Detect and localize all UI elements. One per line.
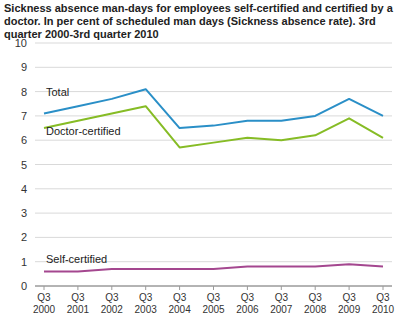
plot-area	[44, 89, 383, 271]
x-tick-label-part: Q3	[71, 292, 85, 303]
x-tick-label: Q32002	[101, 292, 124, 315]
x-tick-label-part: Q3	[139, 292, 153, 303]
y-tick-label: 9	[21, 61, 27, 73]
x-tick-label-part: 2009	[338, 304, 361, 315]
y-tick-label: 6	[21, 134, 27, 146]
x-tick	[44, 286, 45, 290]
x-tick-label: Q32000	[33, 292, 56, 315]
grid-line	[35, 164, 392, 165]
x-tick	[111, 286, 112, 290]
grid-line	[35, 188, 392, 189]
x-tick	[383, 286, 384, 290]
grid-line	[35, 43, 392, 44]
grid-line	[35, 140, 392, 141]
chart-svg: 012345678910Q32000Q32001Q32002Q32003Q320…	[0, 0, 399, 323]
x-tick	[77, 286, 78, 290]
x-tick-label: Q32003	[135, 292, 158, 315]
y-tick-label: 3	[21, 207, 27, 219]
x-tick-label: Q32010	[372, 292, 395, 315]
x-tick-label-part: Q3	[207, 292, 221, 303]
x-tick	[145, 286, 146, 290]
series-line	[44, 106, 383, 147]
grid-line	[35, 213, 392, 214]
grid-line	[35, 91, 392, 92]
grid-line	[35, 115, 392, 116]
x-tick-label: Q32007	[270, 292, 293, 315]
x-tick-label-part: 2006	[236, 304, 259, 315]
x-tick	[281, 286, 282, 290]
x-tick	[315, 286, 316, 290]
x-tick-label: Q32004	[168, 292, 191, 315]
x-tick-label-part: Q3	[309, 292, 323, 303]
y-tick-label: 2	[21, 231, 27, 243]
x-tick-label: Q32008	[304, 292, 327, 315]
x-tick	[247, 286, 248, 290]
x-tick-label: Q32001	[67, 292, 90, 315]
x-tick-label-part: Q3	[37, 292, 51, 303]
x-tick-label-part: 2000	[33, 304, 56, 315]
y-tick-label: 4	[21, 183, 27, 195]
x-tick-label-part: Q3	[275, 292, 289, 303]
series-label: Total	[46, 86, 69, 98]
series-label: Doctor-certified	[46, 125, 121, 137]
y-tick-label: 0	[21, 280, 27, 292]
x-tick-label-part: Q3	[376, 292, 390, 303]
x-tick-label-part: 2002	[101, 304, 124, 315]
x-tick-label: Q32009	[338, 292, 361, 315]
x-tick-label-part: 2004	[168, 304, 191, 315]
y-tick-label: 1	[21, 256, 27, 268]
y-tick-label: 5	[21, 159, 27, 171]
x-tick	[179, 286, 180, 290]
x-tick-label: Q32005	[202, 292, 225, 315]
y-tick-label: 7	[21, 110, 27, 122]
grid-line	[35, 67, 392, 68]
x-tick-label-part: Q3	[342, 292, 356, 303]
chart-root: Sickness absence man-days for employees …	[0, 0, 399, 323]
series-line	[44, 89, 383, 128]
y-tick-label: 10	[15, 37, 27, 49]
x-tick-label-part: 2003	[135, 304, 158, 315]
x-tick-label-part: 2010	[372, 304, 395, 315]
x-tick-label: Q32006	[236, 292, 259, 315]
grid-line	[35, 237, 392, 238]
x-tick	[213, 286, 214, 290]
x-tick	[349, 286, 350, 290]
x-tick-label-part: Q3	[173, 292, 187, 303]
series-label: Self-certified	[46, 253, 107, 265]
x-tick-label-part: 2007	[270, 304, 293, 315]
x-tick-label-part: 2008	[304, 304, 327, 315]
x-tick-label-part: 2005	[202, 304, 225, 315]
chart-title: Sickness absence man-days for employees …	[4, 2, 396, 41]
y-tick-label: 8	[21, 86, 27, 98]
x-tick-label-part: Q3	[105, 292, 119, 303]
x-tick-label-part: 2001	[67, 304, 90, 315]
x-tick-label-part: Q3	[241, 292, 255, 303]
